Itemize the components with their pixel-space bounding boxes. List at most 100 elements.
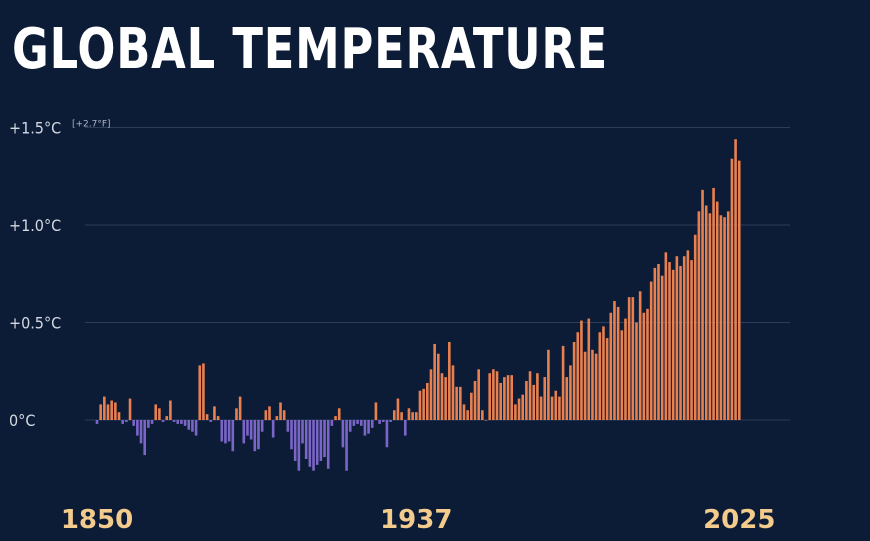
bar-1992: [616, 306, 620, 420]
bar-1919: [348, 420, 352, 432]
bar-1977: [561, 345, 565, 420]
bar-2020: [719, 215, 723, 420]
bar-1920: [352, 420, 356, 426]
bar-1954: [477, 369, 480, 420]
bar-2003: [657, 264, 660, 420]
bar-1855: [114, 402, 117, 420]
y-tick-label: 0°C: [9, 411, 35, 430]
bar-2007: [671, 269, 675, 420]
bar-2011: [686, 250, 690, 420]
bar-1872: [176, 420, 180, 424]
bar-1893: [253, 420, 257, 452]
bar-1993: [620, 330, 624, 420]
bar-1857: [121, 420, 124, 424]
bar-1905: [297, 420, 301, 471]
bar-1945: [444, 377, 447, 420]
bar-1928: [381, 420, 385, 422]
bar-1996: [631, 297, 635, 420]
bar-1990: [609, 312, 613, 420]
bar-1862: [139, 420, 143, 444]
bar-1970: [536, 373, 539, 420]
bar-1860: [132, 420, 135, 426]
bar-1918: [345, 420, 348, 471]
bar-2023: [730, 158, 734, 420]
bar-2008: [675, 256, 679, 420]
bar-1927: [378, 420, 381, 424]
bar-1885: [224, 420, 227, 444]
bar-1964: [514, 404, 517, 420]
bar-1911: [319, 420, 323, 461]
x-tick-label: 1850: [61, 505, 133, 535]
bar-1899: [275, 416, 279, 420]
bar-1961: [503, 377, 506, 420]
bar-2015: [701, 189, 704, 420]
bar-2014: [697, 211, 701, 420]
bar-1960: [499, 382, 502, 420]
bar-1896: [264, 410, 268, 420]
bar-1938: [418, 390, 422, 420]
bar-1910: [315, 420, 319, 465]
bar-2021: [723, 217, 726, 420]
bar-2010: [682, 256, 686, 420]
bar-1959: [495, 371, 499, 420]
bar-1966: [521, 394, 525, 420]
bar-1852: [103, 396, 106, 420]
bar-1935: [407, 408, 411, 420]
bar-2001: [649, 281, 653, 420]
bar-1859: [128, 398, 132, 420]
bar-1987: [598, 332, 602, 420]
bar-1867: [158, 408, 161, 420]
bar-1854: [110, 400, 113, 420]
bar-1939: [422, 388, 425, 420]
bar-2013: [693, 234, 697, 420]
bar-1851: [99, 404, 102, 420]
bar-1985: [591, 349, 594, 420]
bar-1952: [470, 392, 473, 420]
bar-1982: [580, 320, 583, 420]
bar-1861: [136, 420, 139, 436]
bar-1984: [587, 318, 591, 420]
bar-2009: [679, 265, 682, 420]
bar-1988: [602, 326, 605, 420]
bar-1976: [558, 396, 561, 420]
bar-1865: [150, 420, 154, 424]
bar-1936: [411, 412, 414, 420]
y-tick-label: +1.5°C: [9, 119, 61, 138]
bar-1853: [106, 404, 110, 420]
bar-1981: [576, 332, 580, 420]
bar-1876: [191, 420, 194, 432]
bar-1874: [183, 420, 187, 426]
bar-1971: [539, 396, 543, 420]
bar-1979: [569, 365, 572, 420]
bar-1873: [180, 420, 183, 424]
bar-1946: [448, 342, 451, 420]
bar-1989: [605, 338, 609, 420]
bar-1922: [359, 420, 363, 426]
bar-2012: [690, 260, 693, 420]
bar-2017: [708, 213, 712, 420]
bar-2004: [660, 275, 664, 420]
bar-1892: [249, 420, 253, 440]
bar-1926: [374, 402, 378, 420]
bar-1940: [426, 382, 429, 420]
bar-2018: [712, 187, 715, 420]
bar-1869: [165, 416, 169, 420]
bar-1883: [216, 416, 220, 420]
bar-1903: [290, 420, 293, 450]
bar-1947: [451, 365, 455, 420]
bar-1949: [459, 386, 462, 420]
bar-1888: [235, 408, 238, 420]
bar-1948: [455, 386, 458, 420]
bar-1991: [613, 301, 616, 420]
bar-1999: [642, 312, 646, 420]
y-tick-label: +1.0°C: [9, 216, 61, 235]
bar-1866: [154, 404, 158, 420]
bar-1924: [367, 420, 370, 434]
bar-1972: [543, 377, 547, 420]
bar-1891: [246, 420, 249, 436]
bar-1858: [125, 420, 128, 422]
bar-1882: [213, 406, 216, 420]
bar-1913: [326, 420, 330, 469]
bar-1886: [227, 420, 231, 442]
bar-2006: [668, 262, 671, 420]
